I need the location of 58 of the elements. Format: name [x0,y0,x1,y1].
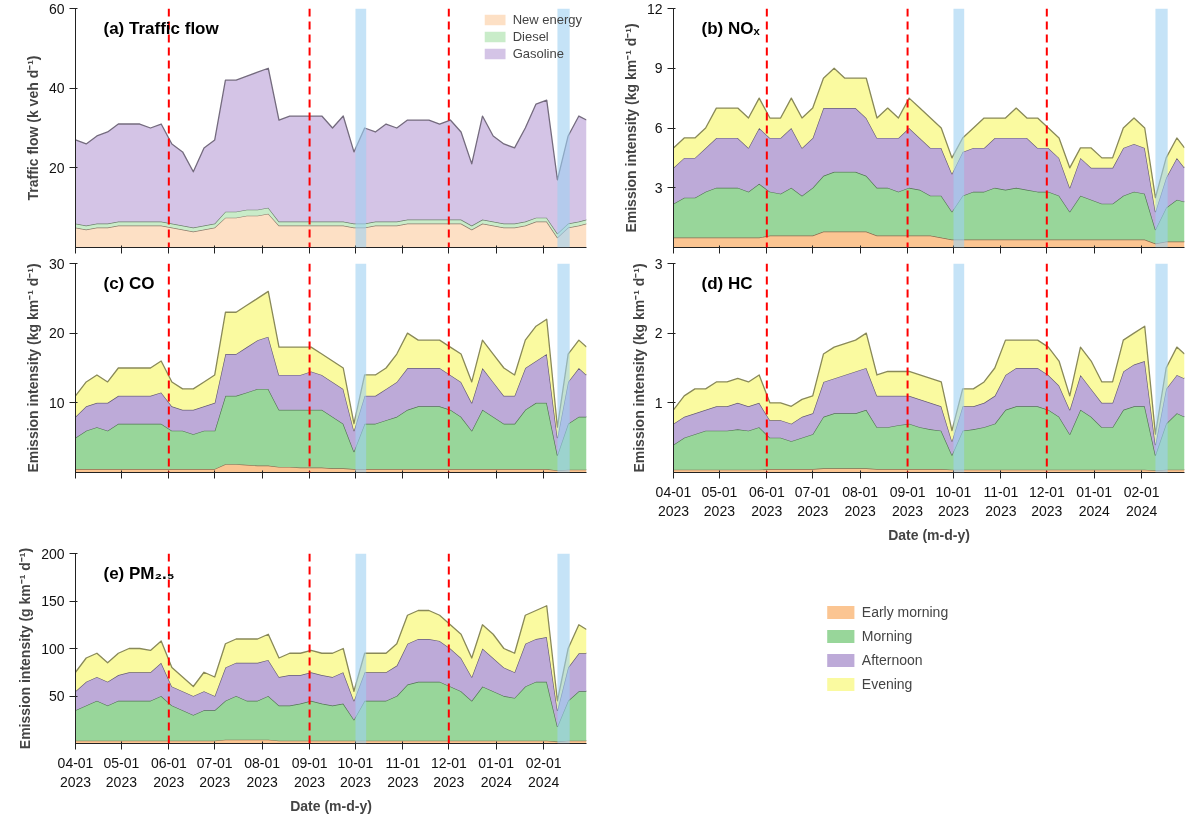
x-axis-title: Date (m-d-y) [290,797,372,814]
y-tick-label: 2 [654,325,663,342]
x-tick-label: 04-01 2023 [655,483,692,519]
y-tick-label: 100 [41,640,65,657]
text: (b) NOₓ [701,18,761,38]
y-tick-label: 3 [654,255,663,272]
legend-label: Morning [861,628,913,644]
x-tick-label: 11-01 2023 [385,754,421,790]
x-tick-label: 07-01 2023 [794,483,831,519]
x-tick-label: 10-01 2023 [337,754,374,790]
x-tick-label: 08-01 2023 [842,483,879,519]
x-tick-label: 10-01 2023 [935,483,972,519]
x-tick-label: 07-01 2023 [196,754,233,790]
legend-label: Gasoline [512,46,564,61]
y-tick-label: 1 [654,394,663,411]
x-tick-label: 06-01 2023 [748,483,785,519]
x-tick-label: 02-01 2024 [525,754,562,790]
x-tick-label: 06-01 2023 [150,754,187,790]
y-tick-label: 20 [48,159,65,176]
y-tick-label: 20 [48,325,65,342]
legend-label: Afternoon [861,652,923,668]
legend-label: New energy [512,12,582,27]
x-tick-label: 04-01 2023 [57,754,94,790]
y-axis-title: Emission intensity (kg km⁻¹ d⁻¹) [24,263,41,473]
x-tick-label: 02-01 2024 [1123,483,1160,519]
y-tick-label: 3 [654,179,663,196]
y-tick-label: 12 [646,0,663,17]
y-tick-label: 200 [41,545,65,562]
x-tick-label: 05-01 2023 [701,483,738,519]
text: (c) CO [103,273,155,293]
x-tick-label: 09-01 2023 [291,754,328,790]
text: (d) HC [701,273,753,293]
x-tick-label: 12-01 2023 [430,754,467,790]
x-tick-label: 01-01 2024 [1076,483,1113,519]
text: (e) PM₂.₅ [103,563,175,583]
y-tick-label: 6 [654,120,663,136]
legend-label: Diesel [512,29,549,44]
y-tick-label: 150 [41,593,65,609]
y-axis-title: Traffic flow (k veh d⁻¹) [24,55,41,201]
legend-label: Evening [861,676,913,692]
x-tick-label: 08-01 2023 [244,754,281,790]
x-tick-label: 05-01 2023 [103,754,140,790]
y-tick-label: 30 [48,255,65,272]
y-axis-title: Emission intensity (kg km⁻¹ d⁻¹) [622,23,639,233]
x-tick-label: 09-01 2023 [889,483,926,519]
legend-label: Early morning [861,604,949,620]
y-axis-title: Emission intensity (g km⁻¹ d⁻¹) [17,547,34,750]
y-tick-label: 50 [48,688,65,704]
y-tick-label: 60 [48,0,65,17]
y-tick-label: 9 [654,60,663,77]
x-tick-label: 12-01 2023 [1028,483,1065,519]
x-tick-label: 01-01 2024 [478,754,515,790]
y-axis-title: Emission intensity (kg km⁻¹ d⁻¹) [630,263,647,473]
x-axis-title: Date (m-d-y) [888,526,970,543]
y-tick-label: 40 [48,80,65,97]
text: (a) Traffic flow [103,18,220,38]
x-tick-label: 11-01 2023 [983,483,1019,519]
y-tick-label: 10 [48,394,65,411]
